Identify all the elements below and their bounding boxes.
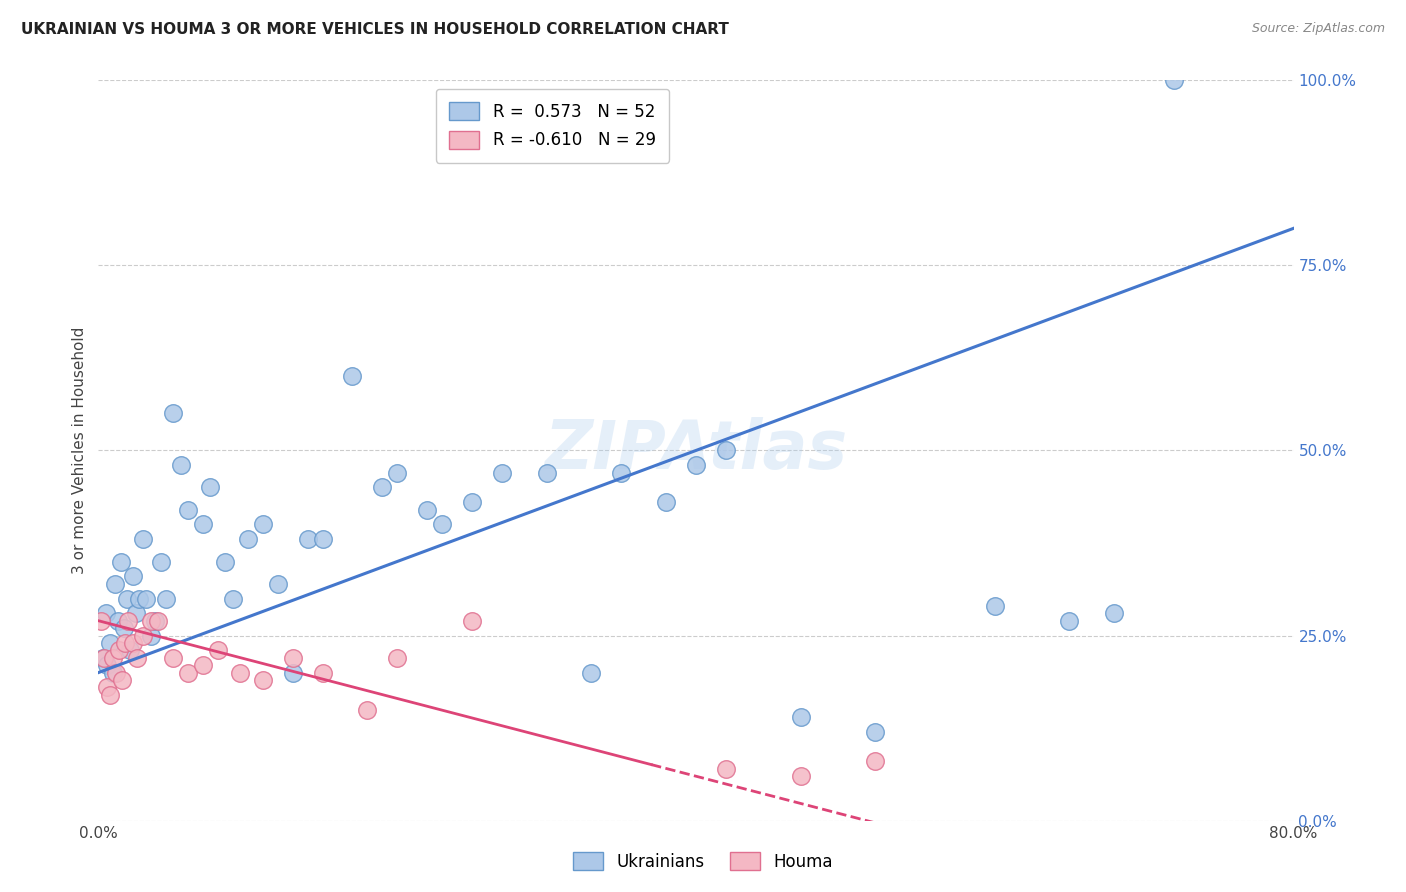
Point — [236, 533, 259, 547]
Point — [177, 665, 200, 680]
Point — [118, 643, 141, 657]
Point — [169, 458, 191, 473]
Point — [200, 481, 222, 495]
Point — [132, 628, 155, 642]
Point — [491, 466, 513, 480]
Point — [93, 650, 115, 665]
Point — [94, 607, 117, 621]
Point — [865, 724, 887, 739]
Point — [536, 466, 558, 480]
Point — [191, 658, 214, 673]
Point — [162, 650, 184, 665]
Point — [111, 673, 134, 687]
Point — [311, 665, 333, 680]
Point — [207, 643, 229, 657]
Legend: Ukrainians, Houma: Ukrainians, Houma — [565, 844, 841, 880]
Point — [191, 517, 214, 532]
Point — [984, 599, 1007, 613]
Point — [655, 495, 678, 509]
Point — [865, 755, 887, 769]
Point — [128, 591, 150, 606]
Legend: R =  0.573   N = 52, R = -0.610   N = 29: R = 0.573 N = 52, R = -0.610 N = 29 — [436, 88, 669, 162]
Point — [104, 576, 127, 591]
Point — [385, 466, 409, 480]
Point — [714, 762, 737, 776]
Point — [214, 555, 236, 569]
Point — [125, 607, 148, 621]
Point — [139, 628, 162, 642]
Point — [252, 673, 274, 687]
Point — [127, 650, 149, 665]
Point — [90, 614, 112, 628]
Point — [117, 614, 139, 628]
Point — [1163, 73, 1185, 87]
Point — [108, 643, 131, 657]
Point — [103, 650, 125, 665]
Point — [91, 650, 114, 665]
Point — [356, 703, 378, 717]
Point — [1104, 607, 1126, 621]
Point — [342, 369, 364, 384]
Point — [96, 681, 118, 695]
Point — [132, 533, 155, 547]
Point — [115, 591, 138, 606]
Point — [1059, 614, 1081, 628]
Point — [281, 665, 304, 680]
Point — [148, 614, 170, 628]
Text: UKRAINIAN VS HOUMA 3 OR MORE VEHICLES IN HOUSEHOLD CORRELATION CHART: UKRAINIAN VS HOUMA 3 OR MORE VEHICLES IN… — [21, 22, 728, 37]
Point — [461, 614, 484, 628]
Point — [96, 658, 118, 673]
Point — [150, 555, 173, 569]
Point — [685, 458, 707, 473]
Point — [121, 569, 143, 583]
Point — [105, 665, 128, 680]
Point — [177, 502, 200, 516]
Point — [385, 650, 409, 665]
Point — [430, 517, 453, 532]
Y-axis label: 3 or more Vehicles in Household: 3 or more Vehicles in Household — [72, 326, 87, 574]
Point — [789, 769, 811, 783]
Point — [297, 533, 319, 547]
Point — [416, 502, 439, 516]
Point — [135, 591, 157, 606]
Point — [229, 665, 252, 680]
Point — [267, 576, 290, 591]
Point — [139, 614, 162, 628]
Point — [371, 481, 394, 495]
Text: ZIPAtlas: ZIPAtlas — [544, 417, 848, 483]
Point — [112, 621, 135, 635]
Point — [610, 466, 633, 480]
Text: Source: ZipAtlas.com: Source: ZipAtlas.com — [1251, 22, 1385, 36]
Point — [162, 407, 184, 421]
Point — [121, 636, 143, 650]
Point — [222, 591, 245, 606]
Point — [114, 636, 136, 650]
Point — [98, 636, 122, 650]
Point — [281, 650, 304, 665]
Point — [714, 443, 737, 458]
Point — [461, 495, 484, 509]
Point — [581, 665, 603, 680]
Point — [98, 688, 122, 702]
Point — [252, 517, 274, 532]
Point — [143, 614, 166, 628]
Point — [155, 591, 177, 606]
Point — [107, 614, 129, 628]
Point — [789, 710, 811, 724]
Point — [103, 665, 125, 680]
Point — [110, 555, 132, 569]
Point — [311, 533, 333, 547]
